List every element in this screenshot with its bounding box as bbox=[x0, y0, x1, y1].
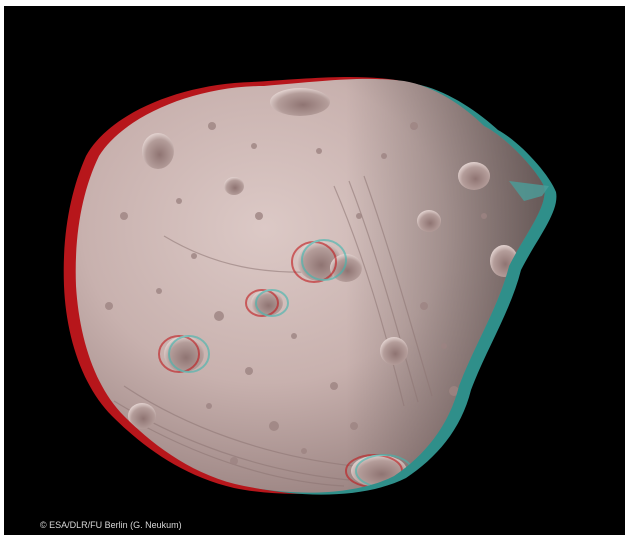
phobos-anaglyph-image bbox=[63, 76, 557, 495]
image-frame: © ESA/DLR/FU Berlin (G. Neukum) bbox=[4, 6, 625, 535]
image-credit: © ESA/DLR/FU Berlin (G. Neukum) bbox=[40, 520, 182, 530]
surface-protrusion bbox=[509, 181, 549, 201]
